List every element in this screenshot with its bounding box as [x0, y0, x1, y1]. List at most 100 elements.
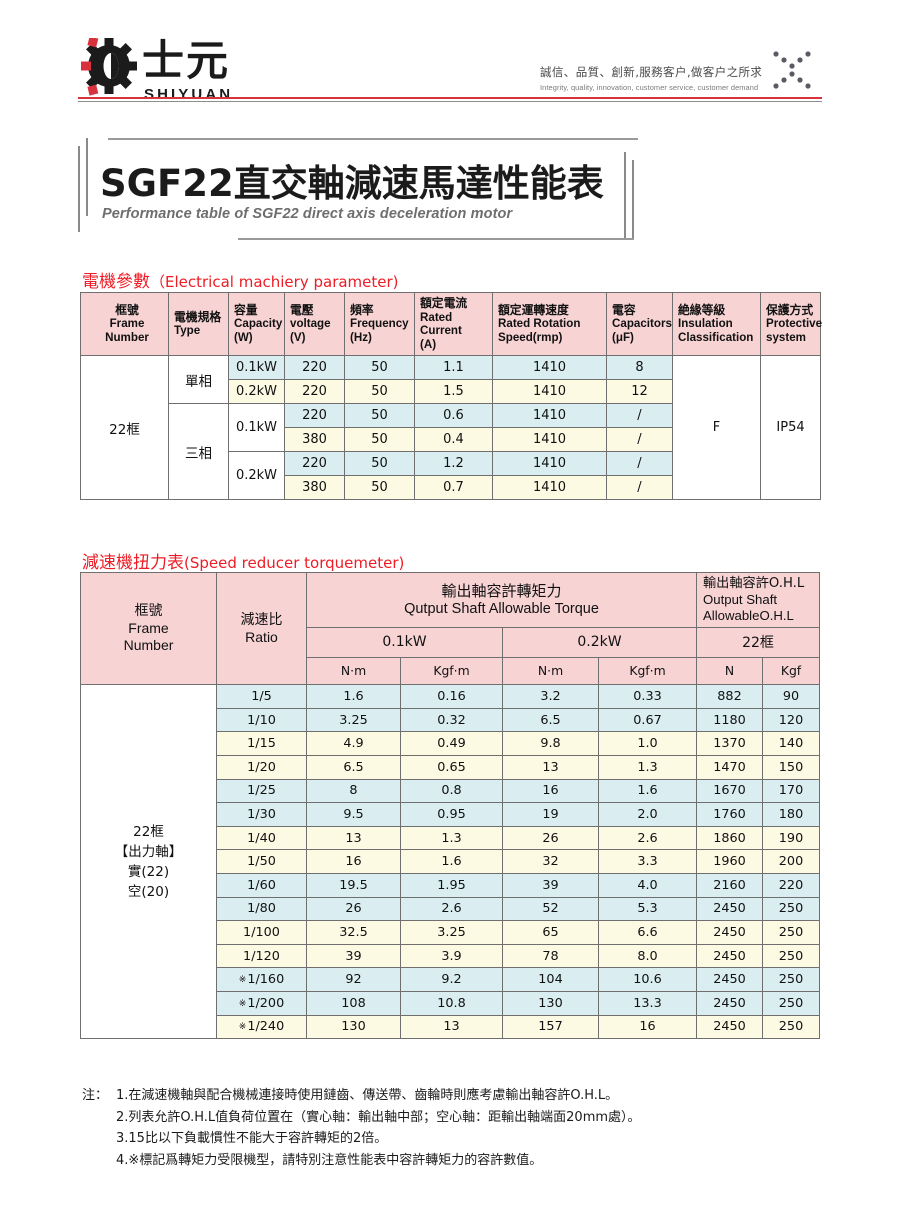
- col-ratio: 減速比 Ratio: [216, 571, 307, 686]
- cell-ohl-n: 1860: [696, 825, 763, 851]
- unit-nm-01: N·m: [306, 656, 401, 686]
- cell-ratio: ※1/160: [216, 967, 307, 992]
- col-rated-speed: 額定運轉速度 Rated Rotation Speed(rmp): [492, 291, 607, 357]
- table-row: 1/10 3.25 0.32 6.5 0.67 1180 120: [81, 707, 820, 733]
- table-row: ※1/160 92 9.2 104 10.6 2450 250: [81, 967, 820, 992]
- cell-ratio: ※1/240: [216, 1014, 307, 1040]
- cell-torque-kgfm-01: 10.8: [400, 990, 503, 1016]
- cell-ohl-kgf: 180: [762, 802, 820, 827]
- table-row: 380 50 0.4 1410 /: [81, 427, 821, 453]
- title-frame-right-inner: [624, 152, 626, 238]
- cell-ohl-kgf: 200: [762, 849, 820, 874]
- cell-frequency: 50: [344, 475, 415, 501]
- title-frame-left-inner: [86, 138, 88, 216]
- cell-ohl-kgf: 250: [762, 920, 820, 945]
- cell-capacity: 0.1kW: [228, 403, 285, 453]
- table-row: 22框 單相 0.1kW 220 50 1.1 1410 8 F IP54: [80, 355, 821, 501]
- cell-torque-kgfm-01: 0.8: [400, 778, 503, 804]
- cell-torque-nm-02: 104: [502, 967, 599, 992]
- cell-ratio: 1/60: [216, 872, 307, 898]
- cell-frame-output-shaft: 22框 【出力軸】 實(22) 空(20): [80, 684, 217, 1040]
- cell-torque-nm-01: 16: [306, 849, 401, 874]
- electrical-parameter-table: 框號 Frame Number 電機規格 Type 容量 Capacity (W…: [80, 291, 822, 501]
- cell-capacitor: /: [606, 403, 673, 429]
- col-ohl-group: 輸出軸容許O.H.L Output Shaft AllowableO.H.L: [696, 572, 820, 628]
- cell-torque-nm-02: 19: [502, 802, 599, 827]
- col-capacitors: 電容 Capacitors (μF): [606, 291, 673, 357]
- table-row: 1/120 39 3.9 78 8.0 2450 250: [81, 943, 820, 969]
- frame-label-cn: 框號: [134, 603, 163, 620]
- cell-torque-kgfm-02: 13.3: [598, 990, 697, 1016]
- page-title: SGF22直交軸減速馬達性能表: [100, 162, 604, 205]
- section2-heading-en: (Speed reducer torquemeter): [184, 554, 405, 572]
- cell-torque-nm-02: 6.5: [502, 707, 599, 733]
- cell-capacitor: /: [606, 451, 673, 477]
- col-voltage: 電壓 voltage (V): [284, 291, 345, 357]
- title-frame-top: [108, 138, 638, 140]
- col-frame-number: 框號 Frame Number: [80, 571, 217, 686]
- cell-ohl-n: 2450: [696, 920, 763, 945]
- table-row: 1/50 16 1.6 32 3.3 1960 200: [81, 849, 820, 874]
- frame-label-en2: Number: [123, 637, 174, 654]
- cell-torque-nm-01: 19.5: [306, 872, 401, 898]
- cell-capacitor: /: [606, 427, 673, 453]
- cell-voltage: 220: [284, 451, 345, 477]
- cell-frequency: 50: [344, 427, 415, 453]
- page-header: 士元 SHIYUAN 誠信、品質、創新‚服務客户‚做客户之所求 Integrit…: [0, 0, 900, 112]
- cell-torque-kgfm-02: 1.6: [598, 778, 697, 804]
- cell-voltage: 380: [284, 475, 345, 501]
- cell-ratio: 1/80: [216, 896, 307, 922]
- cell-torque-nm-02: 78: [502, 943, 599, 969]
- cell-torque-kgfm-01: 0.95: [400, 802, 503, 827]
- cell-torque-kgfm-02: 1.0: [598, 731, 697, 756]
- cell-torque-nm-02: 39: [502, 872, 599, 898]
- frame-label-en: Frame: [128, 620, 169, 637]
- table-header-row: 框號 Frame Number 電機規格 Type 容量 Capacity (W…: [80, 291, 822, 357]
- tagline-block: 誠信、品質、創新‚服務客户‚做客户之所求 Integrity, quality,…: [540, 64, 840, 92]
- cell-torque-kgfm-02: 3.3: [598, 849, 697, 874]
- cell-torque-kgfm-01: 2.6: [400, 896, 503, 922]
- table-row: 1/25 8 0.8 16 1.6 1670 170: [81, 778, 820, 804]
- cell-speed: 1410: [492, 451, 607, 477]
- cell-torque-nm-01: 130: [306, 1014, 401, 1040]
- cell-frame-22: 22框: [80, 355, 169, 501]
- limited-torque-marker-icon: ※: [238, 1022, 247, 1033]
- cell-torque-nm-01: 26: [306, 896, 401, 922]
- col-insulation: 絶緣等級 Insulation Classification: [672, 291, 761, 357]
- cell-speed: 1410: [492, 403, 607, 429]
- cell-ratio: 1/30: [216, 802, 307, 827]
- cell-ratio: ※1/200: [216, 990, 307, 1016]
- cell-voltage: 220: [284, 355, 345, 381]
- cell-ohl-n: 1180: [696, 707, 763, 733]
- cell-torque-kgfm-02: 2.6: [598, 825, 697, 851]
- cell-capacitor: /: [606, 475, 673, 501]
- cell-torque-nm-01: 1.6: [306, 684, 401, 709]
- logo-chinese-text: 士元: [142, 36, 231, 85]
- cell-insulation-class: F: [672, 355, 761, 501]
- double-chevron-left-icon: [773, 51, 811, 89]
- cell-torque-nm-02: 52: [502, 896, 599, 922]
- unit-kgf: Kgf: [762, 656, 820, 686]
- section1-heading-en: （Electrical machiery parameter): [150, 273, 399, 291]
- cell-ohl-kgf: 220: [762, 872, 820, 898]
- title-frame-right-outer: [632, 160, 634, 238]
- cell-torque-kgfm-01: 13: [400, 1014, 503, 1040]
- cell-current: 0.4: [414, 427, 493, 453]
- table-header-row: 框號 Frame Number 減速比 Ratio 輸出軸容許轉矩力 Qutpu…: [80, 571, 820, 686]
- title-block: SGF22直交軸減速馬達性能表 Performance table of SGF…: [78, 138, 638, 248]
- col-kw-01: 0.1kW: [306, 627, 503, 658]
- cell-torque-kgfm-02: 4.0: [598, 872, 697, 898]
- torque-table-body: 22框 【出力軸】 實(22) 空(20) 1/5 1.6 0.16 3.2 0.33 882 90…: [80, 684, 820, 1040]
- title-frame-bottom: [238, 238, 634, 240]
- cell-torque-kgfm-02: 0.67: [598, 707, 697, 733]
- cell-torque-nm-01: 3.25: [306, 707, 401, 733]
- notes-label: 注：: [82, 1088, 109, 1103]
- table-row: ※1/240 130 13 157 16 2450 250: [81, 1014, 820, 1040]
- unit-nm-02: N·m: [502, 656, 599, 686]
- cell-torque-kgfm-01: 0.32: [400, 707, 503, 733]
- cell-torque-kgfm-01: 1.6: [400, 849, 503, 874]
- gear-logo-icon: [80, 38, 137, 96]
- cell-ohl-n: 2450: [696, 943, 763, 969]
- cell-ratio: 1/15: [216, 731, 307, 756]
- footnote-item: 1.在減速機軸與配合機械連接時使用鏈齒、傳送帶、齒輪時則應考慮輸出軸容許O.H.…: [116, 1088, 619, 1103]
